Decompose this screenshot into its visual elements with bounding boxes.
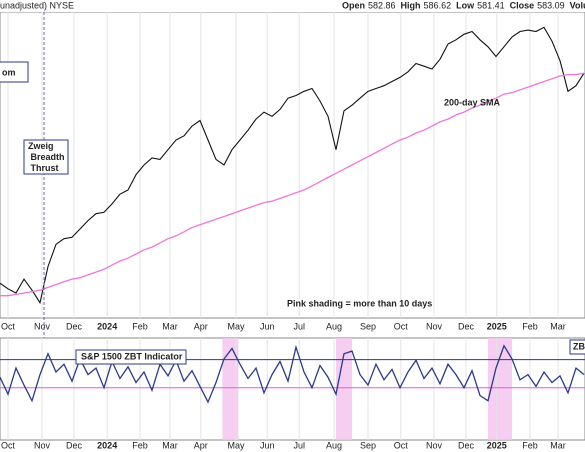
shaded-range	[488, 338, 512, 440]
x-tick-label: Mar	[162, 321, 178, 331]
annotation: Zweig Breadth Thrust	[28, 141, 65, 173]
shaded-range	[336, 338, 352, 440]
x-tick-label: 2025	[487, 321, 507, 331]
quote-value: 586.62	[424, 0, 452, 10]
x-tick-label: 2024	[97, 440, 117, 450]
annotation: ZB	[573, 341, 585, 351]
x-tick-label: Feb	[522, 321, 538, 331]
quote-value: 582.86	[368, 0, 396, 10]
x-tick-label: Oct	[1, 321, 16, 331]
series-label: S&P 1500 ZBT Indicator	[81, 351, 183, 361]
panel-background	[0, 11, 585, 319]
x-tick-label: Mar	[162, 440, 178, 450]
series-line	[0, 72, 585, 297]
x-tick-label: Oct	[1, 440, 16, 450]
x-tick-label: Apr	[194, 321, 208, 331]
x-tick-label: Jun	[260, 440, 275, 450]
x-tick-label: Aug	[326, 440, 342, 450]
quote-label: Close	[510, 0, 535, 10]
x-tick-label: Nov	[426, 321, 443, 331]
annotation-box	[0, 61, 29, 83]
x-tick-label: Dec	[66, 440, 83, 450]
series-line	[0, 344, 585, 404]
x-tick-label: Jul	[293, 440, 305, 450]
x-tick-label: Oct	[394, 321, 409, 331]
x-tick-label: Aug	[326, 321, 342, 331]
quote-label: Open	[342, 0, 365, 10]
x-tick-label: Mar	[550, 440, 566, 450]
x-tick-label: Jun	[260, 321, 275, 331]
quote-label: Volume	[570, 0, 585, 10]
x-tick-label: Feb	[132, 321, 148, 331]
annotation-box	[75, 349, 187, 365]
x-tick-label: Dec	[458, 321, 475, 331]
x-tick-label: Feb	[132, 440, 148, 450]
x-tick-label: Apr	[194, 440, 208, 450]
quote-label: High	[401, 0, 421, 10]
series-line	[0, 26, 585, 305]
annotation-box	[569, 339, 585, 355]
x-tick-label: Feb	[522, 440, 538, 450]
x-tick-label: Sep	[360, 440, 376, 450]
header-title: unadjusted) NYSE	[0, 0, 74, 10]
header-bar	[0, 0, 585, 12]
x-tick-label: Nov	[34, 440, 51, 450]
shaded-range	[222, 338, 239, 440]
annotation-box	[23, 139, 69, 175]
x-tick-label: Dec	[458, 440, 475, 450]
x-tick-label: Sep	[360, 321, 376, 331]
x-tick-label: 2025	[487, 440, 507, 450]
x-tick-label: Nov	[426, 440, 443, 450]
x-tick-label: May	[227, 321, 245, 331]
x-tick-label: Nov	[34, 321, 51, 331]
quote-value: 581.41	[477, 0, 505, 10]
x-tick-label: Dec	[66, 321, 83, 331]
quote-value: 583.09	[537, 0, 565, 10]
x-tick-label: 2024	[97, 321, 117, 331]
annotation: om	[2, 67, 16, 77]
series-label: 200-day SMA	[444, 97, 501, 107]
x-tick-label: May	[227, 440, 245, 450]
x-tick-label: Mar	[550, 321, 566, 331]
quote-label: Low	[456, 0, 475, 10]
annotation: Pink shading = more than 10 days	[287, 298, 432, 308]
x-tick-label: Oct	[394, 440, 409, 450]
x-tick-label: Jul	[293, 321, 305, 331]
